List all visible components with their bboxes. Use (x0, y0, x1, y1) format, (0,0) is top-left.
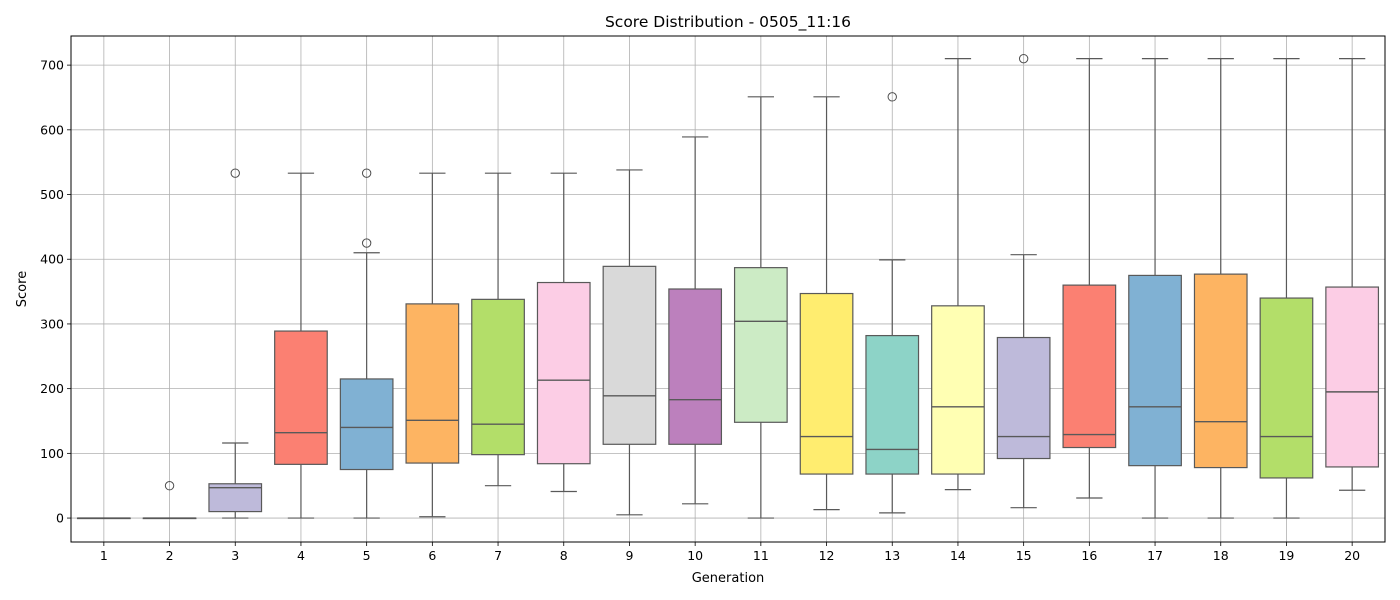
box-iqr (668, 288, 723, 445)
box-generation-18 (1193, 58, 1248, 519)
box-iqr (274, 330, 328, 465)
box-generation-19 (1259, 58, 1314, 519)
x-tick-label: 15 (1016, 548, 1032, 563)
x-tick-label: 2 (166, 548, 174, 563)
box-iqr (1193, 273, 1248, 469)
x-tick-label: 10 (687, 548, 703, 563)
x-axis-label: Generation (692, 571, 765, 586)
box-generation-3 (208, 168, 263, 519)
y-tick-label: 400 (40, 252, 64, 267)
outlier-point (230, 168, 240, 178)
x-tick-label: 16 (1081, 548, 1097, 563)
outlier-point (887, 92, 897, 102)
y-tick-label: 200 (40, 381, 64, 396)
outlier-point (361, 168, 372, 178)
x-tick-label: 4 (297, 548, 305, 563)
x-tick-label: 9 (625, 548, 633, 563)
box-generation-10 (668, 136, 723, 505)
chart-title: Score Distribution - 0505_11:16 (605, 13, 851, 32)
box-generation-6 (405, 172, 460, 518)
box-iqr (799, 292, 854, 475)
box-generation-5 (339, 168, 394, 519)
x-tick-label: 18 (1213, 548, 1229, 563)
box-generation-7 (471, 172, 525, 487)
y-tick-label: 0 (56, 511, 64, 526)
x-tick-label: 13 (884, 548, 900, 563)
box-generation-14 (931, 58, 985, 491)
box-iqr (1325, 286, 1380, 468)
box-iqr (931, 305, 985, 475)
box-iqr (339, 378, 394, 471)
x-tick-label: 20 (1344, 548, 1360, 563)
box-generation-15 (996, 53, 1051, 509)
x-tick-label: 12 (819, 548, 835, 563)
outlier-point (1018, 53, 1029, 64)
x-tick-label: 5 (363, 548, 371, 563)
plot-frame (70, 35, 1386, 543)
x-tick-label: 6 (428, 548, 436, 563)
box-generation-4 (274, 172, 328, 519)
box-generation-8 (536, 172, 591, 493)
y-tick-label: 100 (40, 446, 64, 461)
box-generation-13 (865, 92, 920, 514)
x-tick-label: 11 (753, 548, 769, 563)
box-generation-12 (799, 96, 854, 511)
x-tick-label: 1 (100, 548, 108, 563)
box-iqr (471, 298, 525, 456)
outlier-point (164, 481, 175, 491)
box-iqr (865, 334, 920, 475)
box-generation-16 (1062, 58, 1117, 499)
x-tick-label: 17 (1147, 548, 1163, 563)
box-iqr (536, 281, 591, 465)
box-generation-20 (1325, 58, 1380, 491)
x-tick-label: 7 (494, 548, 502, 563)
box-generation-2 (142, 481, 197, 520)
y-tick-label: 500 (40, 187, 64, 202)
box-generation-11 (733, 96, 788, 519)
box-iqr (996, 336, 1051, 460)
y-tick-label: 700 (40, 58, 64, 73)
box-iqr (208, 483, 263, 513)
box-iqr (1128, 274, 1182, 467)
box-layer (76, 53, 1380, 520)
y-tick-label: 600 (40, 122, 64, 137)
box-iqr (1062, 284, 1117, 449)
box-iqr (602, 265, 657, 445)
outlier-point (361, 238, 372, 248)
x-tick-label: 14 (950, 548, 966, 563)
box-iqr (733, 267, 788, 423)
box-iqr (405, 303, 460, 464)
box-generation-9 (602, 169, 657, 516)
box-generation-17 (1128, 58, 1182, 519)
box-generation-1 (76, 517, 131, 520)
y-axis-label: Score (15, 271, 30, 307)
x-tick-label: 19 (1278, 548, 1294, 563)
x-tick-label: 8 (560, 548, 568, 563)
x-tick-label: 3 (231, 548, 239, 563)
box-iqr (1259, 297, 1314, 479)
y-tick-label: 300 (40, 316, 64, 331)
